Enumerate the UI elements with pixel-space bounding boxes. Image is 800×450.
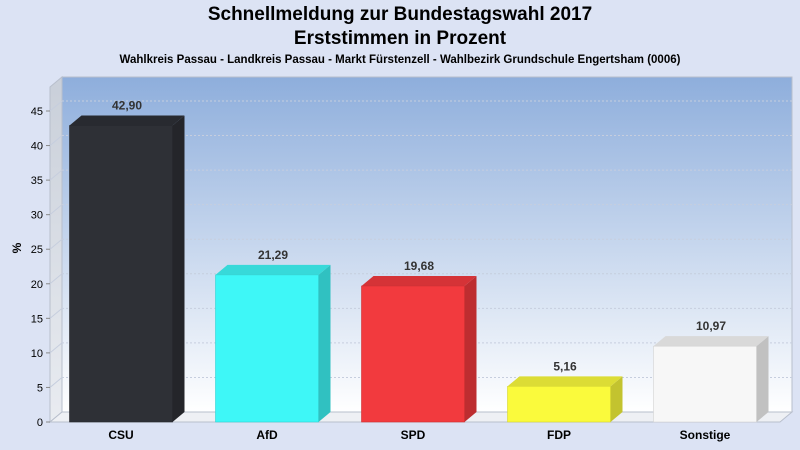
bar-front	[215, 274, 319, 423]
grid-line	[49, 204, 63, 216]
bar-top	[653, 336, 769, 347]
grid-line	[49, 169, 63, 181]
bar-value-label: 21,29	[258, 248, 288, 262]
y-tick-label: 20	[31, 279, 43, 291]
bar-front	[361, 285, 465, 423]
bar-side	[756, 336, 769, 422]
side-wall	[49, 75, 63, 424]
grid-line	[49, 273, 63, 285]
bar-side	[610, 376, 623, 422]
bar-top	[69, 115, 185, 126]
grid-line	[49, 377, 63, 388]
y-tick-label: 35	[31, 175, 43, 187]
y-axis: 0 5 10 15 20 25 30 35 40 45	[31, 106, 50, 429]
grid-line	[49, 238, 63, 250]
y-tick-label: 15	[31, 313, 43, 325]
bar-front	[653, 345, 757, 423]
bar-front	[507, 386, 611, 423]
bar-sonstige	[653, 336, 769, 423]
bar-top	[507, 376, 623, 387]
bar-spd	[361, 275, 477, 423]
bar-front	[69, 125, 173, 423]
bars	[69, 115, 769, 423]
bar-value-label: 10,97	[696, 319, 726, 333]
bar-side	[318, 264, 331, 422]
y-tick-label: 10	[31, 348, 43, 360]
chart-title: Schnellmeldung zur Bundestagswahl 2017	[207, 4, 593, 25]
x-tick-label: SPD	[401, 428, 426, 442]
y-tick-label: 5	[37, 382, 43, 394]
grid-line	[49, 307, 63, 319]
grid-line	[49, 135, 63, 146]
y-tick-label: 0	[37, 417, 43, 429]
bar-csu	[69, 115, 185, 423]
x-tick-label: AfD	[256, 428, 278, 442]
x-tick-label: FDP	[547, 428, 571, 442]
y-tick-label: 45	[31, 106, 43, 118]
x-tick-label: Sonstige	[680, 428, 731, 442]
x-tick-label: CSU	[108, 428, 133, 442]
y-tick-label: 40	[31, 141, 43, 153]
bar-fdp	[507, 376, 623, 423]
chart-caption: Wahlkreis Passau - Landkreis Passau - Ma…	[119, 54, 681, 66]
y-tick-label: 25	[31, 244, 43, 256]
bar-value-label: 5,16	[553, 359, 577, 373]
grid-line	[49, 342, 63, 354]
bar-side	[172, 115, 185, 422]
bar-value-label: 19,68	[404, 259, 434, 273]
bar-top	[361, 275, 477, 286]
bar-top	[215, 264, 331, 275]
labels: 42,90 CSU 21,29 AfD 19,68 SPD 5,16 FDP 10,97 Sons…	[108, 99, 730, 442]
y-tick-label: 30	[31, 210, 43, 222]
chart-subtitle: Erststimmen in Prozent	[293, 28, 507, 49]
bar-side	[464, 275, 477, 422]
y-axis-label: %	[10, 242, 24, 253]
bar-value-label: 42,90	[112, 99, 142, 113]
bar-afd	[215, 264, 331, 423]
grid-line	[49, 100, 63, 112]
